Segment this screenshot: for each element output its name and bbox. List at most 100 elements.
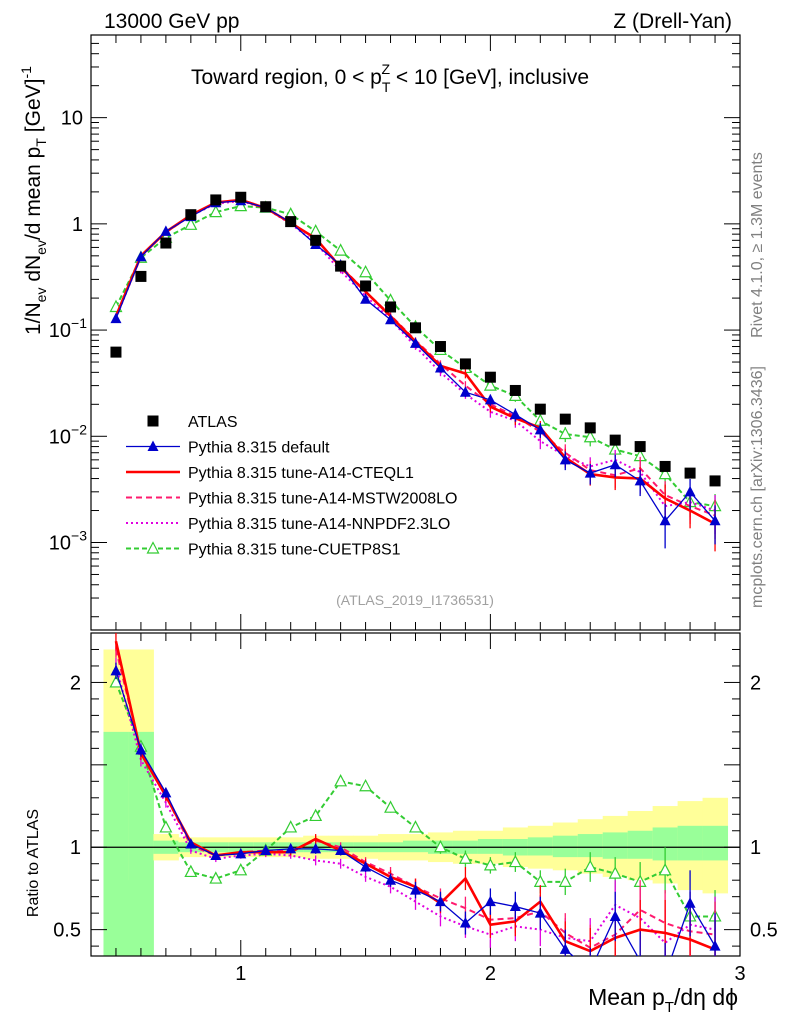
legend-entry-cuetp8s1: Pythia 8.315 tune-CUETP8S1 [126, 541, 401, 559]
point-default [559, 453, 571, 465]
ratio-point-cuetp8s1 [234, 863, 248, 876]
point-default [534, 423, 546, 435]
main-ytick-label: 10−3 [49, 527, 87, 554]
legend-entry-mstw: Pythia 8.315 tune-A14-MSTW2008LO [126, 491, 457, 508]
legend-marker-atlas [147, 415, 159, 427]
ratio-point-cuetp8s1 [209, 871, 223, 884]
point-atlas [459, 358, 471, 370]
point-default [709, 514, 721, 526]
point-cuetp8s1 [583, 429, 597, 443]
point-default [584, 467, 596, 478]
legend: ATLAS Pythia 8.315 default Pythia 8.315 tu… [126, 414, 457, 559]
ratio-point-default [110, 664, 122, 676]
point-atlas [410, 322, 421, 334]
xtick-label: 1 [235, 963, 246, 985]
band-inner [527, 837, 554, 856]
xtick-label: 2 [485, 963, 496, 985]
ratio-point-default [559, 943, 571, 954]
point-default [410, 337, 421, 348]
ratio-point-cuetp8s1 [458, 851, 472, 864]
point-cuetp8s1 [184, 217, 198, 230]
header-process: Z (Drell-Yan) [613, 10, 732, 33]
ratio-series-cteql1 [114, 633, 716, 956]
ratio-point-default [684, 897, 696, 908]
ratio-series-default [110, 662, 721, 981]
band-inner [577, 834, 604, 858]
ratio-point-default [459, 917, 471, 928]
point-atlas [335, 260, 347, 272]
point-default [385, 313, 397, 325]
header-energy: 13000 GeV pp [104, 10, 239, 33]
ratio-point-default [534, 907, 546, 918]
point-default [160, 225, 172, 236]
point-cuetp8s1 [334, 243, 348, 256]
legend-label-atlas: ATLAS [188, 414, 238, 431]
ratio-point-default [585, 965, 596, 976]
ratio-point-default [160, 786, 172, 798]
ratio-ytick-label: 0.5 [53, 920, 81, 942]
ratio-point-cuetp8s1 [608, 866, 622, 879]
point-atlas [235, 191, 247, 203]
main-ytick-label: 10−1 [49, 315, 87, 342]
band-inner [552, 835, 579, 858]
band-inner [403, 840, 429, 853]
ratio-ytick-label-right: 0.5 [750, 920, 778, 942]
band-inner [602, 832, 629, 859]
main-ytick-label: 10 [61, 108, 83, 130]
ratio-ytick-label: 2 [70, 672, 81, 694]
point-default [434, 361, 446, 373]
ratio-point-cuetp8s1 [359, 778, 373, 792]
point-atlas [260, 201, 272, 213]
series-mstw [115, 198, 716, 539]
point-cuetp8s1 [359, 264, 373, 278]
ratio-point-default [235, 847, 247, 859]
ratio-point-default [135, 744, 147, 755]
ratio-point-cuetp8s1 [384, 800, 398, 813]
legend-label-default: Pythia 8.315 default [188, 440, 330, 457]
point-atlas [385, 301, 397, 313]
point-atlas [360, 280, 372, 292]
ratio-point-default [260, 844, 272, 856]
ratio-point-default [660, 970, 671, 981]
band-inner [477, 838, 504, 854]
ratio-ytick-label-right: 2 [750, 672, 761, 694]
ratio-point-default [410, 884, 421, 895]
main-ytick-label: 10−2 [49, 421, 87, 448]
point-default [135, 250, 147, 262]
ratio-ylabel: Ratio to ATLAS [25, 809, 42, 917]
point-atlas [110, 346, 122, 358]
point-cuetp8s1 [309, 224, 323, 237]
legend-entry-cteql1: Pythia 8.315 tune-A14-CTEQL1 [126, 465, 414, 482]
ratio-point-default [609, 910, 621, 921]
point-cuetp8s1 [234, 198, 248, 212]
ratio-point-cuetp8s1 [184, 864, 198, 878]
point-default [484, 393, 496, 405]
ratio-point-cuetp8s1 [483, 858, 497, 871]
ratio-point-default [509, 900, 521, 912]
legend-entry-nnpdf: Pythia 8.315 tune-A14-NNPDF2.3LO [126, 516, 450, 533]
legend-label-nnpdf: Pythia 8.315 tune-A14-NNPDF2.3LO [188, 516, 450, 533]
point-atlas [135, 270, 147, 282]
main-title: Toward region, 0 < pTZ < 10 [GeV], inclu… [191, 61, 589, 95]
series-atlas [110, 191, 721, 487]
point-cuetp8s1 [558, 426, 572, 440]
legend-label-cuetp8s1: Pythia 8.315 tune-CUETP8S1 [188, 542, 401, 559]
point-atlas [684, 467, 696, 479]
ratio-ytick-label-right: 1 [750, 837, 761, 859]
point-atlas [185, 209, 197, 221]
point-atlas [160, 237, 172, 249]
ratio-point-default [360, 861, 372, 872]
ratio-point-cuetp8s1 [583, 859, 597, 873]
point-atlas [509, 384, 521, 396]
point-atlas [285, 216, 297, 228]
point-default [459, 386, 471, 397]
ratio-panel [90, 632, 741, 957]
point-atlas [310, 234, 322, 246]
ratio-point-default [434, 895, 446, 907]
legend-label-cteql1: Pythia 8.315 tune-A14-CTEQL1 [188, 465, 414, 482]
point-default [659, 514, 671, 526]
ratio-point-default [285, 842, 297, 854]
analysis-watermark: (ATLAS_2019_I1736531) [336, 592, 494, 608]
main-series [109, 191, 722, 552]
